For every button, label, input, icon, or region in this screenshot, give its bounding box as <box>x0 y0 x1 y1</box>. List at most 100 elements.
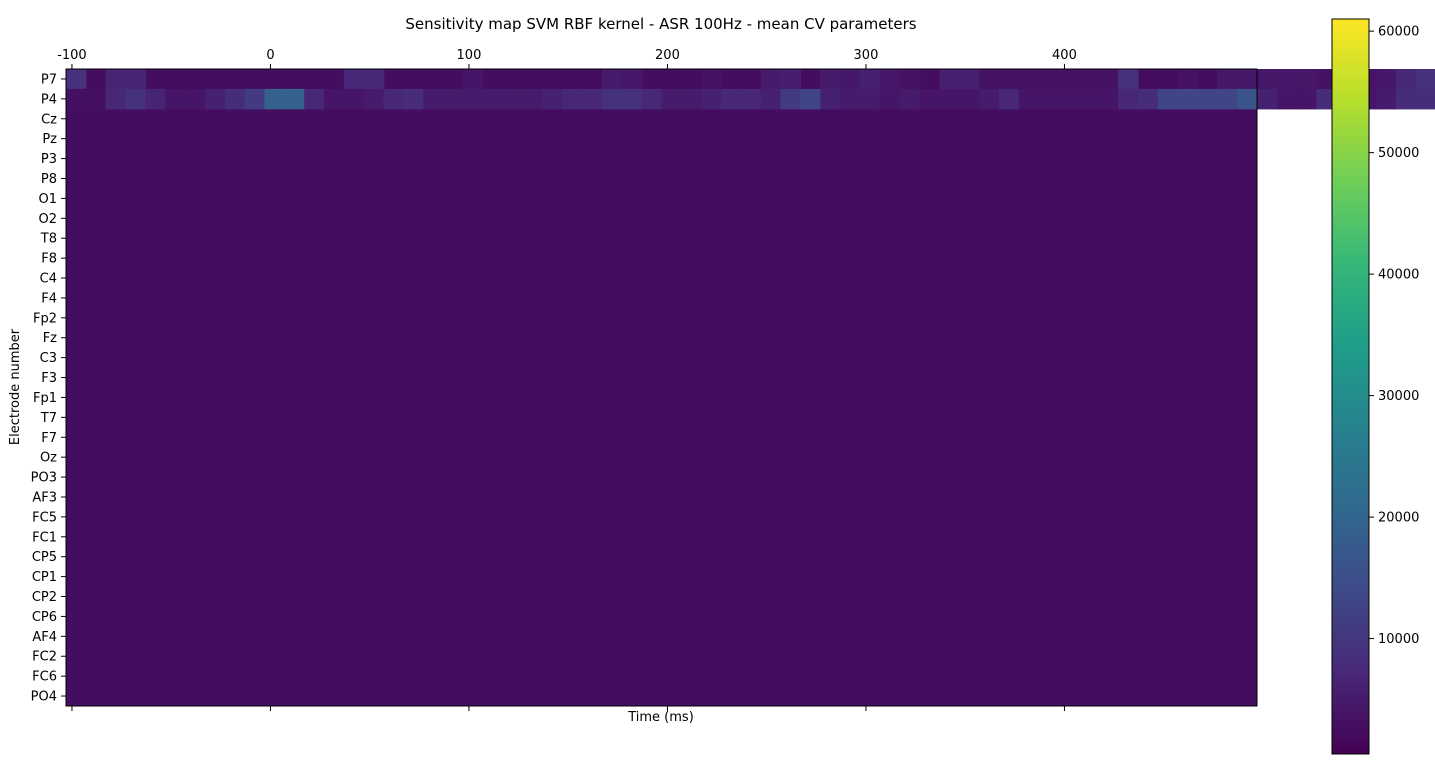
heatmap-cell <box>919 88 940 110</box>
heatmap-cell <box>105 88 127 110</box>
y-tick-label: CP5 <box>32 550 57 565</box>
x-tick-label: -100 <box>57 48 87 63</box>
y-tick-label: F3 <box>41 371 57 386</box>
heatmap-cell <box>1237 88 1258 110</box>
heatmap-cell <box>1078 88 1099 110</box>
heatmap-cell <box>899 88 921 110</box>
heatmap-cell <box>522 88 543 110</box>
x-tick-label: 400 <box>1052 48 1077 63</box>
plot-frame <box>65 68 1258 707</box>
heatmap-cell <box>820 88 841 110</box>
colorbar-tick-label: 30000 <box>1378 389 1419 404</box>
heatmap-cell <box>363 69 385 90</box>
heatmap-cell <box>601 88 623 110</box>
heatmap-cell <box>125 88 146 110</box>
y-tick-label: T7 <box>40 411 57 426</box>
y-tick-label: Fp1 <box>33 391 57 406</box>
heatmap-cell <box>979 88 1000 110</box>
heatmap-cell <box>403 88 424 110</box>
heatmap-cell <box>482 88 504 110</box>
heatmap-cell <box>959 69 980 90</box>
y-tick-label: C3 <box>40 351 57 366</box>
heatmap-cell <box>582 88 603 110</box>
heatmap-cell <box>800 88 821 110</box>
colorbar: 10000 20000 30000 40000 50000 60000 <box>1331 18 1419 755</box>
heatmap-cell <box>443 88 464 110</box>
heatmap-cell <box>165 88 186 110</box>
x-tick-label: 100 <box>457 48 482 63</box>
heatmap-cell <box>1217 88 1238 110</box>
heatmap-cell <box>542 88 563 110</box>
heatmap-cell <box>840 88 861 110</box>
heatmap-cell <box>1296 88 1318 110</box>
heatmap-cell <box>1276 69 1298 90</box>
y-tick-label: FC6 <box>32 670 57 685</box>
heatmap-cell <box>343 69 365 90</box>
heatmap-cell <box>740 88 762 110</box>
heatmap-cell <box>343 88 365 110</box>
x-tick-label: 300 <box>854 48 879 63</box>
heatmap-cell <box>1098 88 1119 110</box>
y-tick-label: C4 <box>40 272 57 287</box>
y-tick-label: FC5 <box>32 510 57 525</box>
heatmap-cell <box>979 69 1000 90</box>
heatmap-cell <box>1376 69 1397 90</box>
x-tick-label: 200 <box>655 48 680 63</box>
heatmap-cell <box>780 88 802 110</box>
heatmap-cell <box>562 88 583 110</box>
heatmap-cell <box>998 69 1020 90</box>
heatmap-cell <box>145 88 166 110</box>
y-tick-label: O1 <box>38 192 57 207</box>
heatmap-cell <box>1018 69 1040 90</box>
heatmap-cell <box>1157 88 1179 110</box>
heatmap-cell <box>1058 69 1079 90</box>
y-tick-label: AF4 <box>32 630 57 645</box>
heatmap-cell <box>1276 88 1298 110</box>
heatmap-cell <box>1376 88 1397 110</box>
heatmap-cell <box>760 69 782 90</box>
heatmap-cell <box>1058 88 1079 110</box>
heatmap-cell <box>1415 88 1435 110</box>
heatmap-cell <box>1078 69 1099 90</box>
heatmap-cell <box>701 69 722 90</box>
x-tick-label: 0 <box>266 48 274 63</box>
heatmap-cell <box>601 69 623 90</box>
y-tick-label: CP1 <box>32 570 57 585</box>
heatmap-cell <box>185 88 206 110</box>
y-tick-label: P3 <box>41 152 57 167</box>
heatmap-cell <box>1038 69 1060 90</box>
y-tick-label: P8 <box>41 172 57 187</box>
heatmap-cell <box>879 88 901 110</box>
y-tick-label: Cz <box>41 112 57 127</box>
heatmap-cell <box>899 69 921 90</box>
heatmap-cell <box>463 69 484 90</box>
y-tick-label: AF3 <box>32 490 57 505</box>
y-tick-label: FC2 <box>32 650 57 665</box>
colorbar-tick-label: 20000 <box>1378 511 1419 526</box>
colorbar-tick-label: 10000 <box>1378 632 1419 647</box>
y-tick-label: Fz <box>43 331 57 346</box>
heatmap-cell <box>244 88 266 110</box>
heatmap-cell <box>721 88 742 110</box>
y-tick-label: F7 <box>41 431 57 446</box>
heatmap-cell <box>66 88 87 110</box>
colorbar-tick-label: 40000 <box>1378 268 1419 283</box>
y-tick-label: O2 <box>38 212 57 227</box>
heatmap-cell <box>820 69 841 90</box>
heatmap-cell <box>1118 88 1139 110</box>
y-axis-ticks: P7 P4 Cz Pz P3 P8 O1 O2 T8 F8 C4 F4 Fp2 Fz C3 F3 Fp1 T7 F7… <box>31 72 66 705</box>
heatmap-cell <box>661 88 682 110</box>
y-axis-label: Electrode number <box>8 328 23 445</box>
y-tick-label: CP6 <box>32 610 57 625</box>
heatmap-cell <box>840 69 861 90</box>
heatmap-cell <box>284 88 305 110</box>
heatmap-cell <box>85 88 107 110</box>
heatmap-cell <box>204 88 226 110</box>
x-axis-ticks: -100 0 100 200 300 400 <box>57 48 1077 711</box>
heatmap-cell <box>780 69 802 90</box>
chart-title: Sensitivity map SVM RBF kernel - ASR 100… <box>405 15 916 33</box>
heatmap-cell <box>701 88 722 110</box>
heatmap-cell <box>1395 69 1417 90</box>
y-tick-label: F4 <box>41 291 57 306</box>
